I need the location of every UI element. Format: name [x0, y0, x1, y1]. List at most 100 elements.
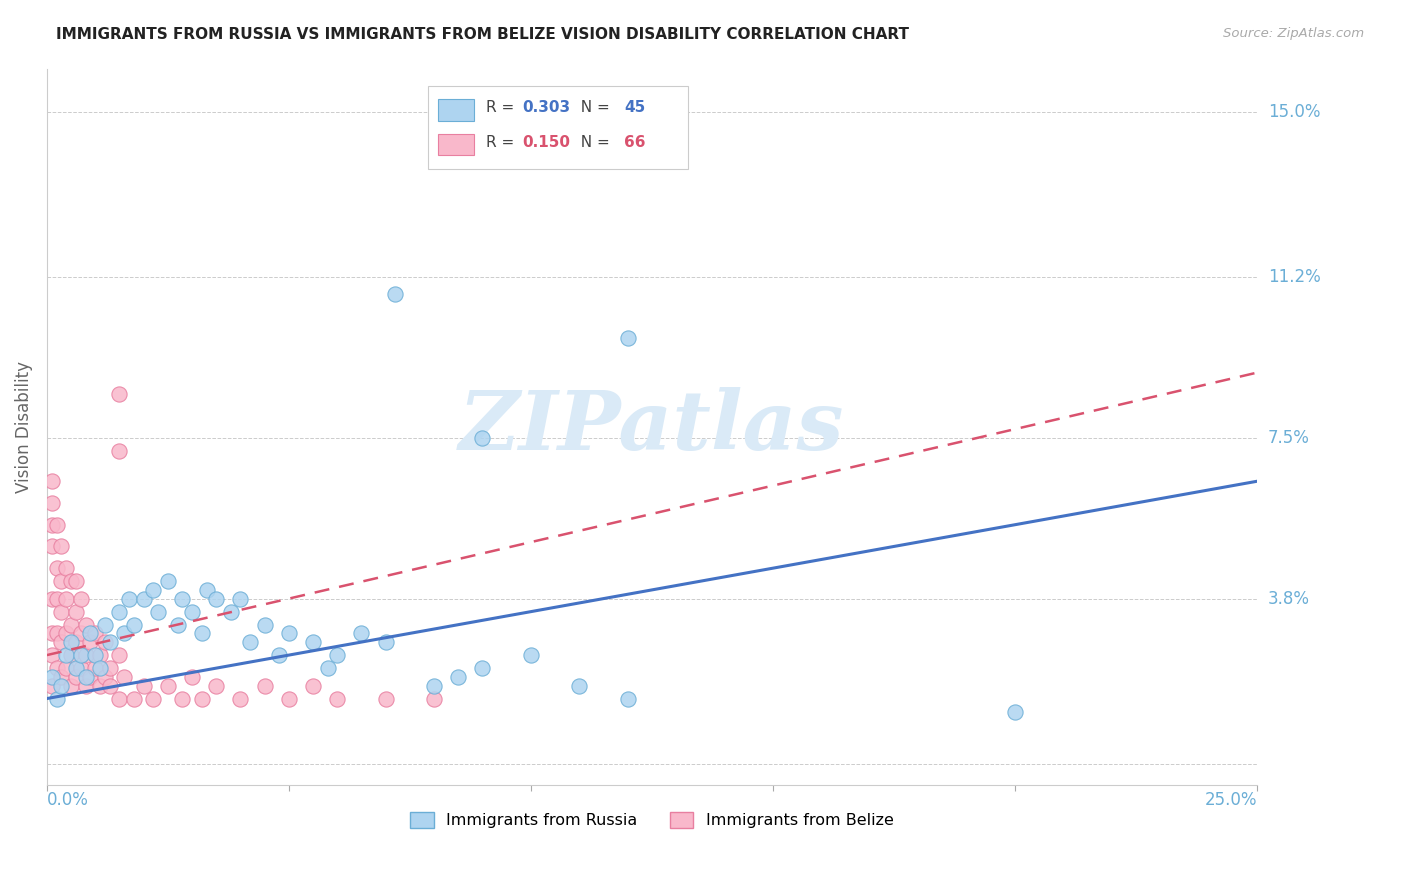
Text: 25.0%: 25.0% — [1205, 791, 1257, 809]
Point — [51, 574, 73, 589]
Point — [69, 648, 91, 662]
Point — [568, 679, 591, 693]
Point — [55, 561, 77, 575]
Point — [156, 679, 179, 693]
Point — [423, 691, 446, 706]
Text: R =: R = — [486, 135, 519, 150]
Point — [471, 431, 494, 445]
Point — [75, 670, 97, 684]
Point — [41, 540, 63, 554]
Point — [374, 691, 396, 706]
Point — [384, 287, 406, 301]
Text: 11.2%: 11.2% — [1268, 268, 1320, 286]
Point — [112, 670, 135, 684]
Point — [148, 605, 170, 619]
Text: N =: N = — [571, 135, 614, 150]
Point — [45, 626, 67, 640]
Point — [108, 691, 131, 706]
Point — [277, 626, 299, 640]
Point — [142, 691, 165, 706]
Point — [108, 605, 131, 619]
Point — [277, 691, 299, 706]
Point — [108, 648, 131, 662]
Point — [205, 591, 228, 606]
Text: 0.303: 0.303 — [523, 101, 571, 115]
Point — [51, 605, 73, 619]
Point — [122, 691, 145, 706]
Point — [41, 679, 63, 693]
Point — [89, 661, 111, 675]
Point — [60, 679, 83, 693]
Point — [112, 626, 135, 640]
Point — [60, 574, 83, 589]
Point — [98, 635, 121, 649]
Text: 15.0%: 15.0% — [1268, 103, 1320, 121]
Point — [132, 591, 155, 606]
Point — [89, 679, 111, 693]
Point — [41, 648, 63, 662]
Point — [239, 635, 262, 649]
Point — [55, 591, 77, 606]
Point — [253, 617, 276, 632]
Point — [69, 626, 91, 640]
Text: 66: 66 — [624, 135, 645, 150]
Point — [374, 635, 396, 649]
Point — [51, 679, 73, 693]
Text: 0.0%: 0.0% — [46, 791, 89, 809]
Point — [84, 661, 107, 675]
Point — [94, 670, 117, 684]
FancyBboxPatch shape — [427, 87, 688, 169]
Text: Source: ZipAtlas.com: Source: ZipAtlas.com — [1223, 27, 1364, 40]
Point — [181, 670, 204, 684]
Point — [41, 670, 63, 684]
Point — [205, 679, 228, 693]
Point — [166, 617, 188, 632]
Text: 3.8%: 3.8% — [1268, 590, 1310, 607]
Point — [326, 691, 349, 706]
Point — [350, 626, 373, 640]
Point — [51, 540, 73, 554]
Point — [219, 605, 242, 619]
Point — [108, 387, 131, 401]
Point — [94, 617, 117, 632]
Point — [65, 574, 87, 589]
Point — [447, 670, 470, 684]
FancyBboxPatch shape — [437, 134, 474, 155]
Point — [45, 591, 67, 606]
Point — [60, 617, 83, 632]
Point — [98, 679, 121, 693]
Point — [156, 574, 179, 589]
Point — [229, 691, 252, 706]
Point — [108, 443, 131, 458]
FancyBboxPatch shape — [437, 99, 474, 120]
Point — [55, 626, 77, 640]
Text: IMMIGRANTS FROM RUSSIA VS IMMIGRANTS FROM BELIZE VISION DISABILITY CORRELATION C: IMMIGRANTS FROM RUSSIA VS IMMIGRANTS FRO… — [56, 27, 910, 42]
Point — [191, 626, 214, 640]
Point — [253, 679, 276, 693]
Point — [41, 475, 63, 489]
Point — [423, 679, 446, 693]
Point — [41, 626, 63, 640]
Point — [79, 626, 101, 640]
Point — [65, 661, 87, 675]
Point — [94, 635, 117, 649]
Point — [75, 679, 97, 693]
Point — [84, 648, 107, 662]
Point — [45, 691, 67, 706]
Point — [172, 691, 194, 706]
Point — [69, 591, 91, 606]
Point — [616, 691, 638, 706]
Point — [45, 561, 67, 575]
Point — [60, 648, 83, 662]
Point — [181, 605, 204, 619]
Point — [471, 661, 494, 675]
Point — [229, 591, 252, 606]
Point — [79, 670, 101, 684]
Point — [41, 517, 63, 532]
Point — [326, 648, 349, 662]
Point — [98, 661, 121, 675]
Point — [45, 661, 67, 675]
Point — [51, 670, 73, 684]
Point — [41, 591, 63, 606]
Point — [41, 496, 63, 510]
